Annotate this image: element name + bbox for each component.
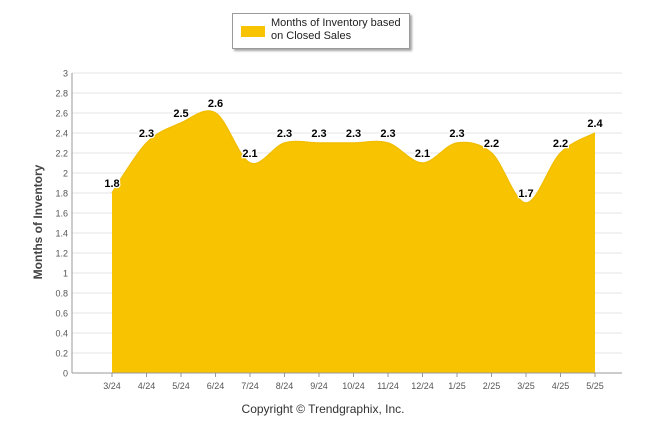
x-tick-label: 6/24 (207, 381, 225, 391)
data-label: 2.2 (484, 138, 499, 150)
data-label: 2.5 (173, 108, 188, 120)
y-tick-label: 1.6 (55, 209, 68, 219)
y-tick-label: 0 (63, 369, 68, 379)
y-tick-label: 0.8 (55, 289, 68, 299)
y-axis-title: Months of Inventory (31, 164, 45, 279)
data-label: 2.1 (242, 148, 257, 160)
y-tick-label: 0.2 (55, 349, 68, 359)
y-tick-label: 2.6 (55, 109, 68, 119)
x-tick-label: 3/24 (103, 381, 121, 391)
x-tick-label: 5/25 (586, 381, 604, 391)
y-tick-label: 1.8 (55, 189, 68, 199)
x-axis-ticks: 3/24 4/24 5/24 6/24 7/24 8/24 9/24 10/24 11/24 12… (72, 372, 622, 391)
y-tick-label: 2.2 (55, 149, 68, 159)
data-label: 2.3 (311, 128, 326, 140)
data-label: 2.3 (449, 128, 464, 140)
data-label: 2.1 (415, 148, 430, 160)
y-tick-label: 3 (63, 69, 68, 79)
x-tick-label: 1/25 (448, 381, 466, 391)
data-label: 2.6 (208, 98, 223, 110)
x-tick-label: 9/24 (310, 381, 328, 391)
legend-label: Months of Inventory based on Closed Sale… (271, 17, 401, 42)
x-tick-label: 2/25 (483, 381, 501, 391)
x-tick-label: 10/24 (342, 381, 365, 391)
data-label: 2.3 (346, 128, 361, 140)
x-tick-label: 11/24 (377, 381, 399, 391)
x-tick-label: 3/25 (517, 381, 535, 391)
y-tick-label: 1.2 (55, 249, 68, 259)
data-label: 1.7 (518, 188, 533, 200)
area-fill (112, 110, 595, 374)
data-label: 2.3 (380, 128, 395, 140)
series-line (111, 110, 596, 204)
data-label: 1.8 (104, 178, 119, 190)
y-tick-label: 1.4 (55, 229, 68, 239)
copyright-text: Copyright © Trendgraphix, Inc. (241, 402, 405, 416)
x-tick-label: 5/24 (172, 381, 190, 391)
x-tick-label: 4/24 (138, 381, 156, 391)
data-label: 2.3 (139, 128, 154, 140)
data-label: 2.3 (277, 128, 292, 140)
data-labels: 1.8 2.3 2.5 2.6 2.1 2.3 2.3 2.3 2.3 2.1 2.3 2.2 1.7 2… (103, 97, 605, 202)
legend-swatch (241, 26, 265, 37)
area-series (111, 110, 596, 374)
data-label: 2.2 (553, 138, 568, 150)
y-tick-label: 1 (63, 269, 68, 279)
x-tick-label: 12/24 (411, 381, 434, 391)
y-tick-label: 2.8 (55, 89, 68, 99)
y-tick-label: 2.4 (55, 129, 68, 139)
x-tick-label: 8/24 (276, 381, 294, 391)
y-tick-label: 0.4 (55, 329, 68, 339)
y-axis-ticks: 0 0.2 0.4 0.6 0.8 1 1.2 1.4 1.6 1.8 2 2.2 2.4 2.6 2.8 3 (55, 69, 68, 379)
y-tick-label: 0.6 (55, 309, 68, 319)
y-tick-label: 2 (63, 169, 68, 179)
legend: Months of Inventory based on Closed Sale… (232, 13, 410, 49)
x-tick-label: 4/25 (552, 381, 570, 391)
data-label: 2.4 (587, 118, 603, 130)
x-tick-label: 7/24 (241, 381, 259, 391)
